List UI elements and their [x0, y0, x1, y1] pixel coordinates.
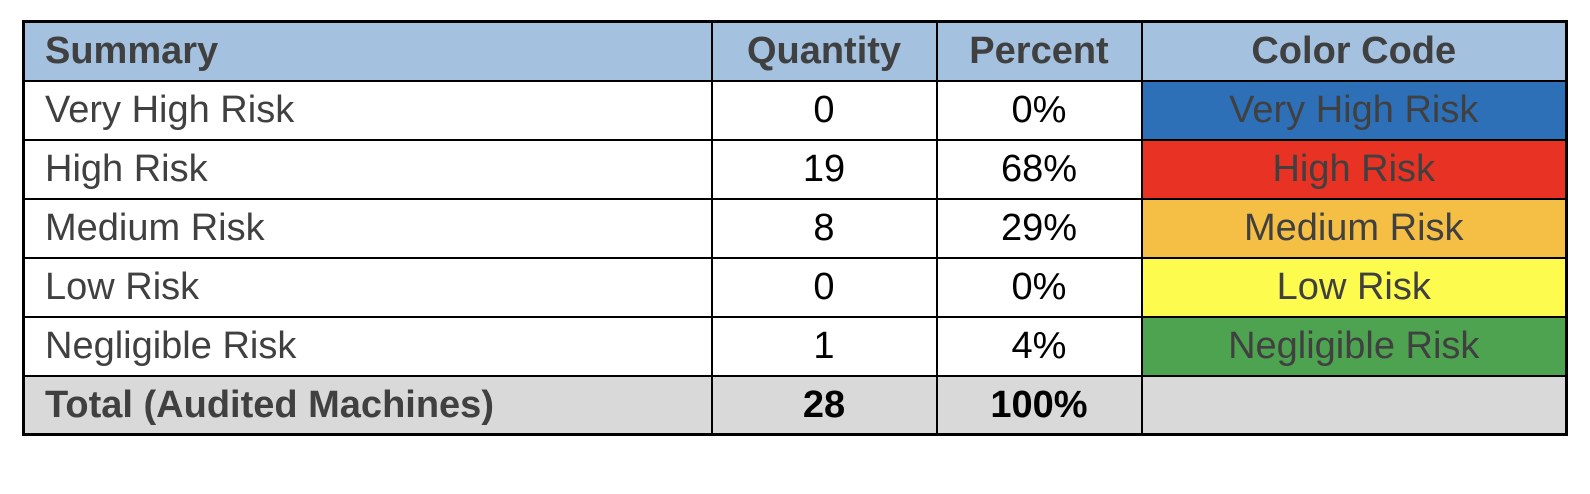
- row-label: Negligible Risk: [22, 315, 713, 377]
- row-percent: 29%: [935, 197, 1143, 259]
- color-code-cell: Medium Risk: [1140, 197, 1568, 259]
- header-row: Summary Quantity Percent Color Code: [22, 20, 1568, 82]
- row-label: High Risk: [22, 138, 713, 200]
- total-label: Total (Audited Machines): [22, 374, 713, 436]
- row-percent: 4%: [935, 315, 1143, 377]
- header-quantity: Quantity: [710, 20, 938, 82]
- table-row: High Risk 19 68% High Risk: [22, 138, 1568, 200]
- color-code-cell: Low Risk: [1140, 256, 1568, 318]
- header-percent: Percent: [935, 20, 1143, 82]
- total-percent: 100%: [935, 374, 1143, 436]
- row-percent: 68%: [935, 138, 1143, 200]
- table-row: Low Risk 0 0% Low Risk: [22, 256, 1568, 318]
- table-row: Very High Risk 0 0% Very High Risk: [22, 79, 1568, 141]
- row-label: Low Risk: [22, 256, 713, 318]
- total-color-empty: [1140, 374, 1568, 436]
- color-code-cell: High Risk: [1140, 138, 1568, 200]
- row-label: Very High Risk: [22, 79, 713, 141]
- row-quantity: 8: [710, 197, 938, 259]
- total-quantity: 28: [710, 374, 938, 436]
- row-quantity: 19: [710, 138, 938, 200]
- color-code-cell: Very High Risk: [1140, 79, 1568, 141]
- row-quantity: 1: [710, 315, 938, 377]
- row-label: Medium Risk: [22, 197, 713, 259]
- row-percent: 0%: [935, 79, 1143, 141]
- header-summary: Summary: [22, 20, 713, 82]
- row-quantity: 0: [710, 256, 938, 318]
- row-percent: 0%: [935, 256, 1143, 318]
- color-code-cell: Negligible Risk: [1140, 315, 1568, 377]
- risk-summary-table: Summary Quantity Percent Color Code Very…: [22, 20, 1568, 436]
- table-row: Negligible Risk 1 4% Negligible Risk: [22, 315, 1568, 377]
- total-row: Total (Audited Machines) 28 100%: [22, 374, 1568, 436]
- table-row: Medium Risk 8 29% Medium Risk: [22, 197, 1568, 259]
- header-color-code: Color Code: [1140, 20, 1568, 82]
- row-quantity: 0: [710, 79, 938, 141]
